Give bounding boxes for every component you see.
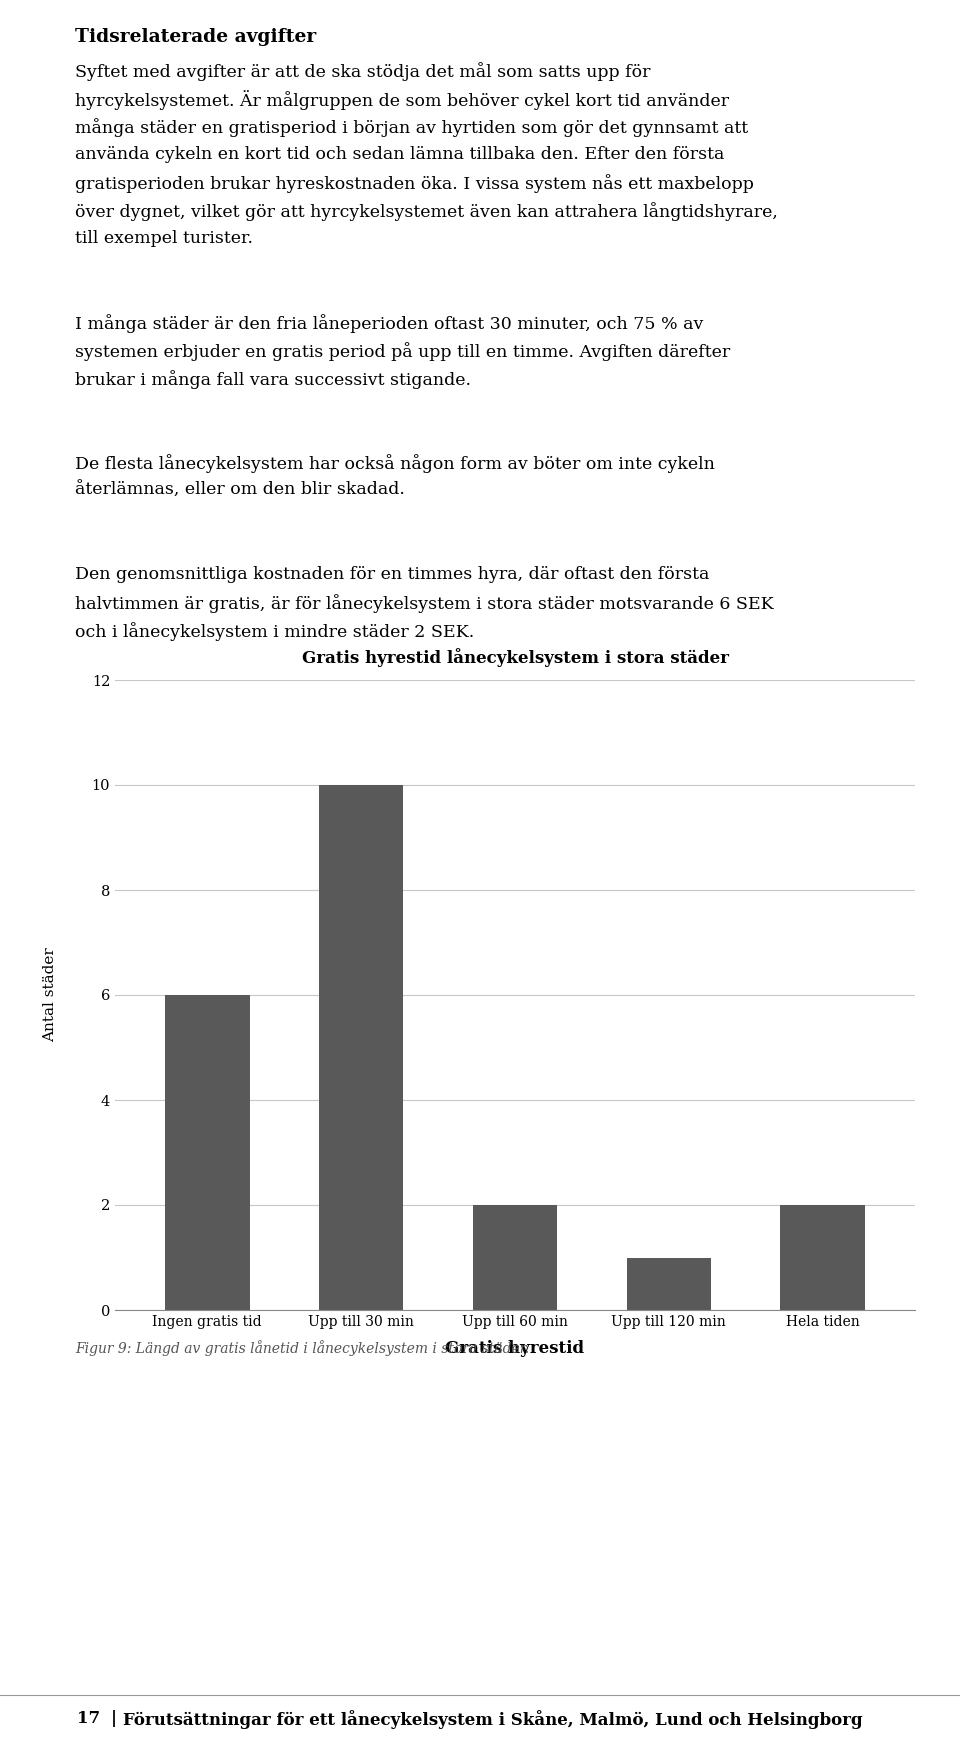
Text: över dygnet, vilket gör att hyrcykelsystemet även kan attrahera långtidshyrare,: över dygnet, vilket gör att hyrcykelsyst… [75, 201, 778, 221]
Text: till exempel turister.: till exempel turister. [75, 229, 253, 247]
Text: gratisperioden brukar hyreskostnaden öka. I vissa system nås ett maxbelopp: gratisperioden brukar hyreskostnaden öka… [75, 174, 754, 193]
Text: |: | [110, 1709, 116, 1727]
Bar [165, 995, 250, 1310]
Bar [472, 1205, 558, 1310]
Text: De flesta lånecykelsystem har också någon form av böter om inte cykeln: De flesta lånecykelsystem har också någo… [75, 453, 715, 472]
Text: I många städer är den fria låneperioden oftast 30 minuter, och 75 % av: I många städer är den fria låneperioden … [75, 314, 704, 334]
Text: Antal städer: Antal städer [43, 948, 57, 1042]
Text: och i lånecykelsystem i mindre städer 2 SEK.: och i lånecykelsystem i mindre städer 2 … [75, 622, 474, 641]
Text: Tidsrelaterade avgifter: Tidsrelaterade avgifter [75, 28, 316, 45]
Text: Syftet med avgifter är att de ska stödja det mål som satts upp för: Syftet med avgifter är att de ska stödja… [75, 63, 651, 82]
Text: Förutsättningar för ett lånecykelsystem i Skåne, Malmö, Lund och Helsingborg: Förutsättningar för ett lånecykelsystem … [123, 1709, 862, 1728]
Text: Den genomsnittliga kostnaden för en timmes hyra, där oftast den första: Den genomsnittliga kostnaden för en timm… [75, 566, 709, 584]
Text: halvtimmen är gratis, är för lånecykelsystem i stora städer motsvarande 6 SEK: halvtimmen är gratis, är för lånecykelsy… [75, 594, 774, 613]
Text: många städer en gratisperiod i början av hyrtiden som gör det gynnsamt att: många städer en gratisperiod i början av… [75, 118, 748, 137]
Text: använda cykeln en kort tid och sedan lämna tillbaka den. Efter den första: använda cykeln en kort tid och sedan läm… [75, 146, 725, 163]
X-axis label: Gratis hyrestid: Gratis hyrestid [445, 1339, 585, 1357]
Text: systemen erbjuder en gratis period på upp till en timme. Avgiften därefter: systemen erbjuder en gratis period på up… [75, 342, 731, 361]
Text: 17: 17 [77, 1709, 100, 1727]
Text: återlämnas, eller om den blir skadad.: återlämnas, eller om den blir skadad. [75, 481, 405, 499]
Title: Gratis hyrestid lånecykelsystem i stora städer: Gratis hyrestid lånecykelsystem i stora … [301, 648, 729, 667]
Text: brukar i många fall vara successivt stigande.: brukar i många fall vara successivt stig… [75, 370, 471, 389]
Bar [627, 1258, 711, 1310]
Bar [780, 1205, 865, 1310]
Text: hyrcykelsystemet. Är målgruppen de som behöver cykel kort tid använder: hyrcykelsystemet. Är målgruppen de som b… [75, 90, 730, 109]
Bar [319, 785, 403, 1310]
Text: Figur 9: Längd av gratis lånetid i lånecykelsystem i stora städer.: Figur 9: Längd av gratis lånetid i lånec… [75, 1339, 529, 1357]
